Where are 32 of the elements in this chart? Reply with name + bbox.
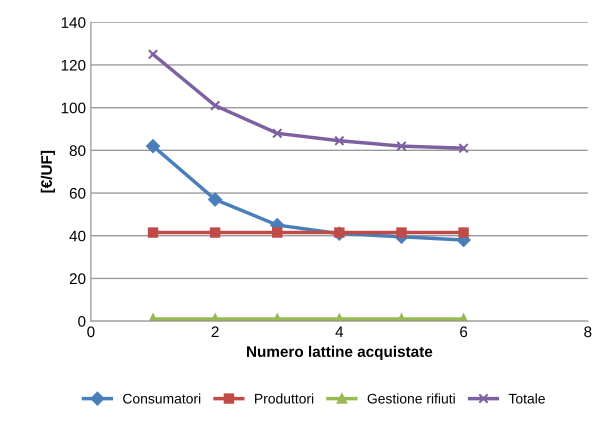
- y-tick-label: 120: [62, 60, 86, 71]
- x-tick-label: 6: [460, 326, 468, 338]
- point: [458, 227, 469, 238]
- point: [148, 49, 158, 60]
- y-tick-label: 60: [70, 188, 86, 199]
- x-axis-title: Numero lattine acquistate: [247, 346, 432, 360]
- point: [146, 139, 160, 154]
- point: [396, 227, 407, 238]
- y-tick-label: 100: [62, 102, 86, 114]
- point: [334, 136, 345, 146]
- point: [272, 128, 282, 138]
- y-tick-label: 80: [70, 145, 86, 156]
- y-tick-label: 40: [69, 230, 86, 242]
- point: [272, 227, 282, 238]
- y-axis-title: [€/UF]: [40, 150, 55, 192]
- x-tick-label: 2: [212, 326, 219, 338]
- x-tick-label: 8: [584, 326, 592, 338]
- legend-label: Gestione rifiuti: [368, 393, 455, 404]
- legend-label: Consumatori: [123, 393, 200, 404]
- legend-label: Produttori: [255, 393, 314, 404]
- legend-label: Totale: [508, 393, 545, 404]
- point: [208, 192, 222, 206]
- point: [210, 227, 220, 238]
- point: [210, 100, 220, 111]
- y-tick-label: 140: [62, 17, 86, 28]
- point: [396, 140, 407, 152]
- x-tick-label: 0: [87, 326, 95, 338]
- point: [458, 143, 469, 154]
- y-tick-label: 20: [70, 273, 86, 284]
- x-tick-label: 4: [335, 326, 344, 338]
- y-tick-label: 0: [78, 316, 86, 327]
- point: [148, 227, 158, 238]
